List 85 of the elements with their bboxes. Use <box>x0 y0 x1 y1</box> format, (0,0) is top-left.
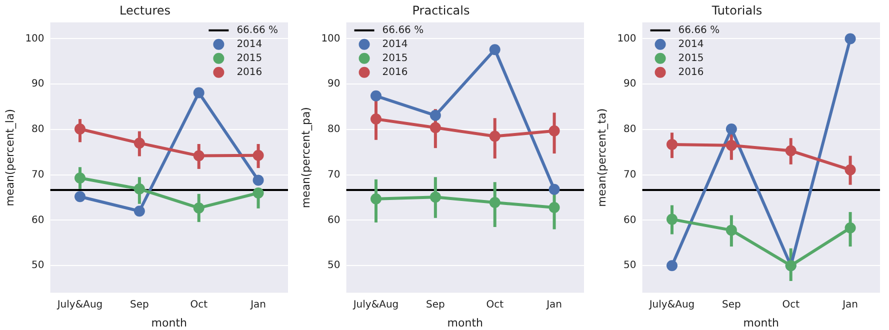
chart-title: Lectures <box>119 3 171 18</box>
y-tick-label: 80 <box>32 124 44 136</box>
point <box>134 206 145 217</box>
point <box>844 222 856 234</box>
chart-title: Tutorials <box>710 3 762 18</box>
point <box>726 224 737 236</box>
x-tick-label: July&Aug <box>56 299 103 310</box>
y-tick-label: 60 <box>32 214 44 226</box>
point <box>548 184 560 195</box>
point <box>430 110 441 121</box>
y-tick-label: 60 <box>328 214 340 226</box>
legend-label: 2015 <box>382 52 408 64</box>
point <box>489 197 500 208</box>
y-tick-label: 70 <box>624 169 636 180</box>
point <box>370 193 382 204</box>
point <box>370 90 382 102</box>
y-tick-label: 80 <box>328 124 340 136</box>
legend-label: 66.66 % <box>236 24 278 36</box>
point <box>252 174 264 186</box>
point <box>252 187 264 198</box>
x-tick-label: Sep <box>130 299 149 310</box>
point <box>548 202 560 214</box>
point <box>430 122 441 134</box>
y-tick-label: 90 <box>32 78 44 90</box>
point <box>74 172 86 184</box>
y-tick-label: 90 <box>624 78 636 90</box>
point <box>844 33 856 44</box>
legend-label: 2014 <box>678 38 704 50</box>
point <box>430 192 441 203</box>
point <box>193 202 204 214</box>
legend-label: 2014 <box>382 38 408 50</box>
point <box>193 87 204 98</box>
y-tick-label: 70 <box>328 169 340 180</box>
legend-label: 2015 <box>236 52 262 64</box>
y-axis-title: mean(percent_pa) <box>299 107 312 208</box>
point <box>252 150 264 161</box>
point <box>666 260 678 272</box>
point <box>489 130 500 142</box>
x-tick-label: July&Aug <box>648 299 695 310</box>
y-tick-label: 100 <box>321 33 340 44</box>
y-tick-label: 90 <box>328 78 340 90</box>
y-axis-title: mean(percent_la) <box>3 108 16 206</box>
y-tick-label: 50 <box>328 260 340 272</box>
y-tick-label: 80 <box>624 124 636 136</box>
legend-label: 2016 <box>382 66 408 78</box>
x-tick-label: Jan <box>842 299 858 310</box>
y-tick-label: 70 <box>32 169 44 180</box>
x-tick-label: Sep <box>722 299 741 310</box>
point <box>370 114 382 125</box>
x-tick-label: Jan <box>546 299 562 310</box>
y-tick-label: 50 <box>624 260 636 272</box>
point <box>489 44 500 56</box>
y-tick-label: 60 <box>624 214 636 226</box>
x-tick-label: Oct <box>190 299 208 310</box>
point <box>844 164 856 176</box>
x-tick-label: Jan <box>250 299 266 310</box>
point <box>74 191 86 202</box>
y-tick-label: 100 <box>25 33 44 44</box>
y-tick-label: 100 <box>617 33 636 44</box>
chart-title: Practicals <box>412 3 470 18</box>
point <box>548 125 560 136</box>
x-tick-label: Sep <box>426 299 445 310</box>
point <box>726 124 737 135</box>
legend-label: 2014 <box>236 38 262 50</box>
legend-label: 2016 <box>236 66 262 78</box>
legend-label: 2016 <box>678 66 704 78</box>
y-axis-title: mean(percent_ta) <box>595 108 608 207</box>
y-tick-label: 50 <box>32 260 44 272</box>
legend-label: 2015 <box>678 52 704 64</box>
x-tick-label: July&Aug <box>352 299 399 310</box>
point <box>193 150 204 162</box>
x-tick-label: Oct <box>782 299 800 310</box>
x-axis-title: month <box>151 316 188 330</box>
legend-label: 66.66 % <box>382 24 424 36</box>
point <box>134 138 145 149</box>
x-tick-label: Oct <box>486 299 504 310</box>
x-axis-title: month <box>447 316 484 330</box>
point <box>74 124 86 135</box>
x-axis-title: month <box>743 316 780 330</box>
point <box>666 214 678 225</box>
legend-label: 66.66 % <box>678 24 720 36</box>
point <box>666 138 678 150</box>
point <box>726 140 737 151</box>
point <box>134 183 145 194</box>
point <box>785 145 796 156</box>
